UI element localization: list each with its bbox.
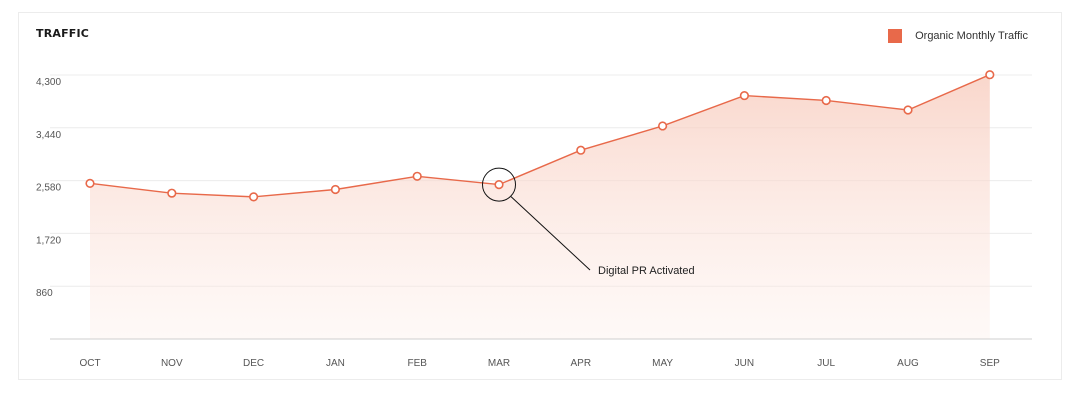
annotation-label: Digital PR Activated xyxy=(598,265,695,277)
chart-legend: Organic Monthly Traffic xyxy=(888,29,1028,43)
x-tick-label: SEP xyxy=(980,358,1000,369)
y-tick-label: 1,720 xyxy=(36,235,61,246)
x-tick-label: AUG xyxy=(897,358,919,369)
data-point[interactable] xyxy=(985,70,995,80)
data-point[interactable] xyxy=(739,90,750,101)
data-point[interactable] xyxy=(821,95,831,106)
series-line xyxy=(89,74,991,198)
legend-swatch xyxy=(888,29,903,43)
series-line-group xyxy=(89,74,991,198)
y-tick-label: 2,580 xyxy=(36,183,61,194)
data-point[interactable] xyxy=(85,178,95,188)
legend-label: Organic Monthly Traffic xyxy=(915,30,1028,42)
data-point[interactable] xyxy=(494,179,504,190)
x-tick-label: JUN xyxy=(735,358,754,369)
data-points xyxy=(85,70,995,202)
annotation-circle xyxy=(482,167,516,202)
y-tick-label: 4,300 xyxy=(36,77,61,88)
data-point[interactable] xyxy=(576,145,586,155)
x-tick-label: DEC xyxy=(243,358,264,369)
y-tick-label: 3,440 xyxy=(36,130,61,141)
annotation-leader-line xyxy=(510,196,591,271)
data-point[interactable] xyxy=(167,188,177,198)
x-tick-label: MAR xyxy=(488,358,510,369)
x-tick-label: APR xyxy=(571,358,592,369)
chart-title: TRAFFIC xyxy=(36,27,90,40)
x-tick-label: NOV xyxy=(161,358,183,369)
annotation-group: Digital PR Activated xyxy=(482,167,695,277)
x-tick-label: FEB xyxy=(407,358,427,369)
area-fill-group xyxy=(90,74,990,339)
data-point[interactable] xyxy=(657,121,668,131)
y-tick-label: 860 xyxy=(36,288,53,299)
x-tick-label: MAY xyxy=(652,358,673,369)
area-fill xyxy=(90,74,990,339)
data-point[interactable] xyxy=(412,171,422,181)
x-axis: OCT NOV DEC JAN FEB MAR APR MAY JUN JUL AUG SEP xyxy=(50,338,1032,369)
x-tick-label: JUL xyxy=(817,358,835,369)
x-tick-label: OCT xyxy=(79,358,100,369)
x-tick-label: JAN xyxy=(326,358,345,369)
data-point[interactable] xyxy=(249,192,259,202)
data-point[interactable] xyxy=(330,184,341,195)
data-point[interactable] xyxy=(903,105,913,115)
